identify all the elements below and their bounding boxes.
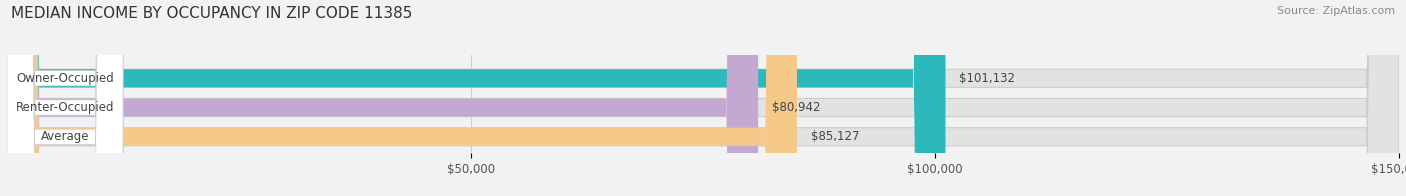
Text: Average: Average	[41, 130, 89, 143]
Text: Source: ZipAtlas.com: Source: ZipAtlas.com	[1277, 6, 1395, 16]
FancyBboxPatch shape	[7, 0, 945, 196]
FancyBboxPatch shape	[7, 0, 1399, 196]
Text: Renter-Occupied: Renter-Occupied	[15, 101, 114, 114]
FancyBboxPatch shape	[7, 0, 1399, 196]
FancyBboxPatch shape	[7, 0, 124, 196]
FancyBboxPatch shape	[7, 0, 758, 196]
Text: $85,127: $85,127	[811, 130, 859, 143]
FancyBboxPatch shape	[7, 0, 1399, 196]
FancyBboxPatch shape	[7, 0, 797, 196]
Text: $80,942: $80,942	[772, 101, 821, 114]
Text: Owner-Occupied: Owner-Occupied	[15, 72, 114, 85]
Text: $101,132: $101,132	[959, 72, 1015, 85]
FancyBboxPatch shape	[7, 0, 124, 196]
FancyBboxPatch shape	[7, 0, 124, 196]
Text: MEDIAN INCOME BY OCCUPANCY IN ZIP CODE 11385: MEDIAN INCOME BY OCCUPANCY IN ZIP CODE 1…	[11, 6, 412, 21]
